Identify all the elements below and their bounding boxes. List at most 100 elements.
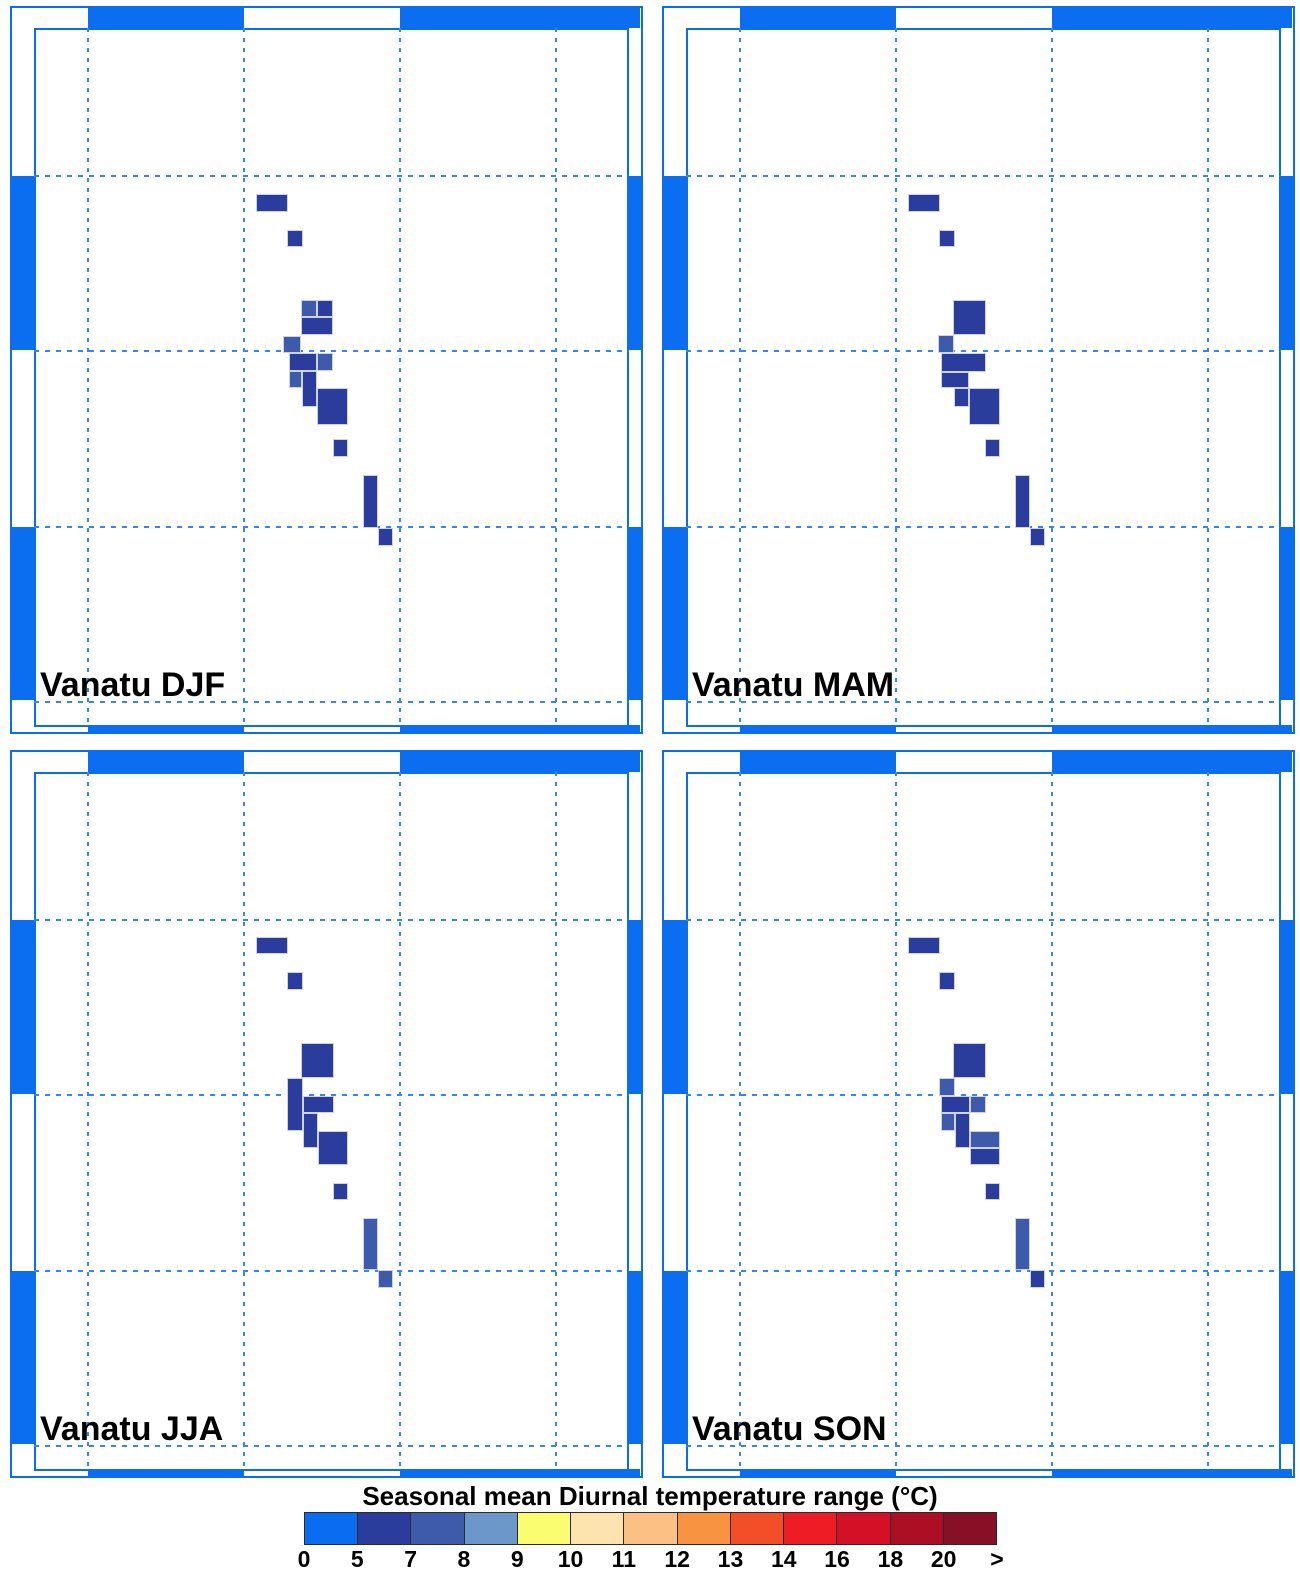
border-tick-left [10, 176, 34, 350]
border-tick-top [740, 6, 896, 28]
border-tick-bottom [740, 725, 896, 734]
map-cell [363, 475, 378, 528]
gridline-parallel [686, 1270, 1281, 1272]
map-cell [317, 388, 348, 425]
colorbar-tick-label: 12 [664, 1546, 690, 1572]
map-cell [941, 1113, 955, 1131]
gridline-parallel [34, 1094, 629, 1096]
border-tick-left [662, 176, 686, 350]
border-tick-top [1052, 750, 1292, 772]
colorbar-segment-12-13 [677, 1513, 731, 1544]
border-tick-left [10, 527, 34, 700]
gridline-parallel [686, 175, 1281, 177]
map-cell [378, 528, 393, 546]
colorbar-tick-label: 18 [877, 1546, 904, 1572]
gridline-meridian [399, 772, 401, 1471]
colorbar-segment-18-20 [890, 1513, 944, 1544]
border-tick-top [88, 750, 244, 772]
map-cell [985, 439, 1000, 457]
border-tick-bottom [740, 1469, 896, 1478]
colorbar-segment-14-16 [784, 1513, 838, 1544]
map-panel-mam: Vanatu MAM [652, 0, 1300, 737]
gridline-parallel [34, 1445, 629, 1447]
colorbar-tick-label: 11 [611, 1546, 636, 1572]
border-tick-left [10, 1271, 34, 1444]
gridline-meridian [1051, 772, 1053, 1471]
gridline-meridian [399, 28, 401, 727]
map-cell [908, 194, 940, 212]
colorbar-tick-label: 0 [297, 1546, 311, 1572]
panel-label-jja: Vanatu JJA [40, 1410, 224, 1448]
border-tick-left [10, 920, 34, 1094]
map-cell [985, 1183, 1000, 1200]
map-cell [941, 372, 969, 388]
border-tick-bottom [88, 725, 244, 734]
panel-label-mam: Vanatu MAM [692, 666, 895, 704]
border-tick-right [1279, 176, 1295, 350]
map-cell [1030, 1270, 1045, 1288]
gridline-parallel [34, 175, 629, 177]
map-cell [283, 336, 301, 353]
colorbar-tick-label: > [990, 1546, 1004, 1572]
colorbar-segment-0-5 [305, 1513, 359, 1544]
gridline-meridian [87, 772, 89, 1471]
map-cell [317, 353, 333, 371]
gridline-meridian [243, 772, 245, 1471]
colorbar-tick-label: 10 [557, 1546, 584, 1572]
map-outer-frame [10, 6, 643, 734]
border-tick-right [627, 1271, 643, 1444]
map-cell [301, 300, 317, 317]
gridline-meridian [739, 772, 741, 1471]
gridline-parallel [34, 350, 629, 352]
border-tick-right [1279, 527, 1295, 700]
map-cell [941, 1096, 970, 1113]
panel-label-djf: Vanatu DJF [40, 666, 226, 704]
border-tick-top [400, 750, 640, 772]
colorbar [304, 1512, 997, 1545]
map-cell [256, 937, 288, 954]
border-tick-top [400, 6, 640, 28]
colorbar-segment-8-9 [464, 1513, 518, 1544]
colorbar-segment-13-14 [730, 1513, 785, 1544]
map-cell [953, 1043, 986, 1078]
map-cell [1030, 528, 1045, 546]
map-cell [970, 1131, 1000, 1148]
border-tick-right [627, 176, 643, 350]
gridline-parallel [686, 1445, 1281, 1447]
border-tick-bottom [400, 1469, 640, 1478]
map-cell [1015, 475, 1030, 528]
border-tick-top [1052, 6, 1292, 28]
map-cell [970, 1096, 986, 1113]
gridline-meridian [87, 28, 89, 727]
gridline-parallel [686, 701, 1281, 703]
map-cell [939, 230, 955, 247]
map-panel-jja: Vanatu JJA [0, 744, 648, 1481]
colorbar-tick-label: 9 [510, 1546, 524, 1572]
map-cell [301, 1043, 334, 1078]
border-tick-right [1279, 920, 1295, 1094]
map-outer-frame [662, 750, 1295, 1478]
map-outer-frame [662, 6, 1295, 734]
map-cell [301, 317, 333, 335]
map-cell [941, 353, 986, 372]
colorbar-tick-label: 20 [930, 1546, 957, 1572]
map-cell [302, 371, 317, 407]
map-inner-frame [34, 28, 629, 727]
border-tick-right [627, 920, 643, 1094]
colorbar-segment-10-11 [571, 1513, 625, 1544]
border-tick-bottom [1052, 725, 1292, 734]
gridline-meridian [739, 28, 741, 727]
gridline-parallel [34, 701, 629, 703]
gridline-meridian [895, 772, 897, 1471]
map-cell [939, 1078, 955, 1096]
border-tick-right [1279, 1271, 1295, 1444]
map-cell [289, 353, 317, 371]
gridline-meridian [555, 28, 557, 727]
colorbar-segment-16-18 [837, 1513, 891, 1544]
map-cell [939, 972, 955, 990]
map-cell [378, 1270, 393, 1288]
gridline-meridian [895, 28, 897, 727]
map-inner-frame [686, 28, 1281, 727]
gridline-parallel [34, 526, 629, 528]
